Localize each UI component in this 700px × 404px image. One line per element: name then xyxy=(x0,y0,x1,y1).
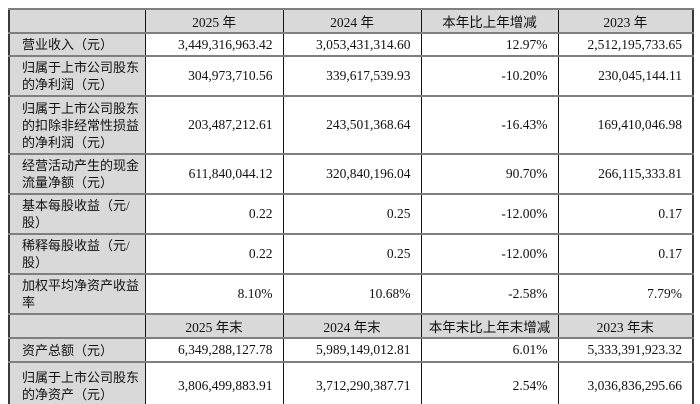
table-row-total-assets: 资产总额（元） 6,349,288,127.78 5,989,149,012.8… xyxy=(8,337,694,363)
value-2023-cell: 5,333,391,923.32 xyxy=(557,337,694,363)
value-2024-cell: 0.25 xyxy=(282,193,422,235)
financial-summary-table: 2025 年 2024 年 本年比上年增减 2023 年 营业收入（元） 3,4… xyxy=(8,8,694,404)
row-label-cell: 资产总额（元） xyxy=(8,337,146,363)
header-blank-cell xyxy=(8,313,146,339)
value-change-cell: -16.43% xyxy=(420,95,559,155)
value-change-cell: 6.01% xyxy=(420,337,559,363)
header-2024: 2024 年 xyxy=(282,8,422,34)
row-label-cell: 营业收入（元） xyxy=(8,32,146,57)
value-2023-cell: 0.17 xyxy=(557,193,694,235)
header-2024-end: 2024 年末 xyxy=(282,313,422,339)
row-label-cell: 归属于上市公司股东的净资产（元） xyxy=(8,361,146,404)
header-blank-cell xyxy=(8,8,146,34)
value-2025-cell: 203,487,212.61 xyxy=(144,95,284,155)
value-2025-cell: 3,449,316,963.42 xyxy=(144,32,284,57)
value-2025-cell: 6,349,288,127.78 xyxy=(144,337,284,363)
value-2023-cell: 3,036,836,295.66 xyxy=(557,361,694,404)
value-2023-cell: 169,410,046.98 xyxy=(557,95,694,155)
value-2024-cell: 5,989,149,012.81 xyxy=(282,337,422,363)
row-label-cell: 加权平均净资产收益率 xyxy=(8,273,146,315)
value-change-cell: 2.54% xyxy=(420,361,559,404)
table-row-basic-eps: 基本每股收益（元/股） 0.22 0.25 -12.00% 0.17 xyxy=(8,193,694,235)
value-2025-cell: 611,840,044.12 xyxy=(144,153,284,195)
row-label-cell: 经营活动产生的现金流量净额（元） xyxy=(8,153,146,195)
value-2025-cell: 0.22 xyxy=(144,233,284,275)
value-2024-cell: 243,501,368.64 xyxy=(282,95,422,155)
value-change-cell: -2.58% xyxy=(420,273,559,315)
value-change-cell: -10.20% xyxy=(420,55,559,97)
row-label-cell: 归属于上市公司股东的净利润（元） xyxy=(8,55,146,97)
value-2025-cell: 3,806,499,883.91 xyxy=(144,361,284,404)
row-label-cell: 基本每股收益（元/股） xyxy=(8,193,146,235)
table-row-weighted-avg-roe: 加权平均净资产收益率 8.10% 10.68% -2.58% 7.79% xyxy=(8,273,694,315)
row-label-cell: 归属于上市公司股东的扣除非经常性损益的净利润（元） xyxy=(8,95,146,155)
value-2023-cell: 0.17 xyxy=(557,233,694,275)
header-2023-end: 2023 年末 xyxy=(557,313,694,339)
row-label-cell: 稀释每股收益（元/股） xyxy=(8,233,146,275)
value-2023-cell: 230,045,144.11 xyxy=(557,55,694,97)
value-2025-cell: 0.22 xyxy=(144,193,284,235)
value-2024-cell: 0.25 xyxy=(282,233,422,275)
header-yoy-change: 本年比上年增减 xyxy=(420,8,559,34)
value-2024-cell: 3,053,431,314.60 xyxy=(282,32,422,57)
table-row-net-profit: 归属于上市公司股东的净利润（元） 304,973,710.56 339,617,… xyxy=(8,55,694,97)
value-change-cell: 90.70% xyxy=(420,153,559,195)
value-2023-cell: 2,512,195,733.65 xyxy=(557,32,694,57)
header-2025: 2025 年 xyxy=(144,8,284,34)
table-row-net-assets: 归属于上市公司股东的净资产（元） 3,806,499,883.91 3,712,… xyxy=(8,361,694,404)
value-2024-cell: 10.68% xyxy=(282,273,422,315)
table-row-net-profit-excl-nonrecurring: 归属于上市公司股东的扣除非经常性损益的净利润（元） 203,487,212.61… xyxy=(8,95,694,155)
period-header-row: 2025 年 2024 年 本年比上年增减 2023 年 xyxy=(8,8,694,34)
header-2023: 2023 年 xyxy=(557,8,694,34)
value-2024-cell: 3,712,290,387.71 xyxy=(282,361,422,404)
value-2023-cell: 7.79% xyxy=(557,273,694,315)
table-row-operating-cash-flow: 经营活动产生的现金流量净额（元） 611,840,044.12 320,840,… xyxy=(8,153,694,195)
value-change-cell: 12.97% xyxy=(420,32,559,57)
value-2024-cell: 320,840,196.04 xyxy=(282,153,422,195)
value-2024-cell: 339,617,539.93 xyxy=(282,55,422,97)
table-row-revenue: 营业收入（元） 3,449,316,963.42 3,053,431,314.6… xyxy=(8,32,694,57)
header-2025-end: 2025 年末 xyxy=(144,313,284,339)
header-yoy-end-change: 本年末比上年末增减 xyxy=(420,313,559,339)
table-row-diluted-eps: 稀释每股收益（元/股） 0.22 0.25 -12.00% 0.17 xyxy=(8,233,694,275)
value-2025-cell: 304,973,710.56 xyxy=(144,55,284,97)
value-2023-cell: 266,115,333.81 xyxy=(557,153,694,195)
value-change-cell: -12.00% xyxy=(420,193,559,235)
value-2025-cell: 8.10% xyxy=(144,273,284,315)
period-end-header-row: 2025 年末 2024 年末 本年末比上年末增减 2023 年末 xyxy=(8,313,694,339)
value-change-cell: -12.00% xyxy=(420,233,559,275)
